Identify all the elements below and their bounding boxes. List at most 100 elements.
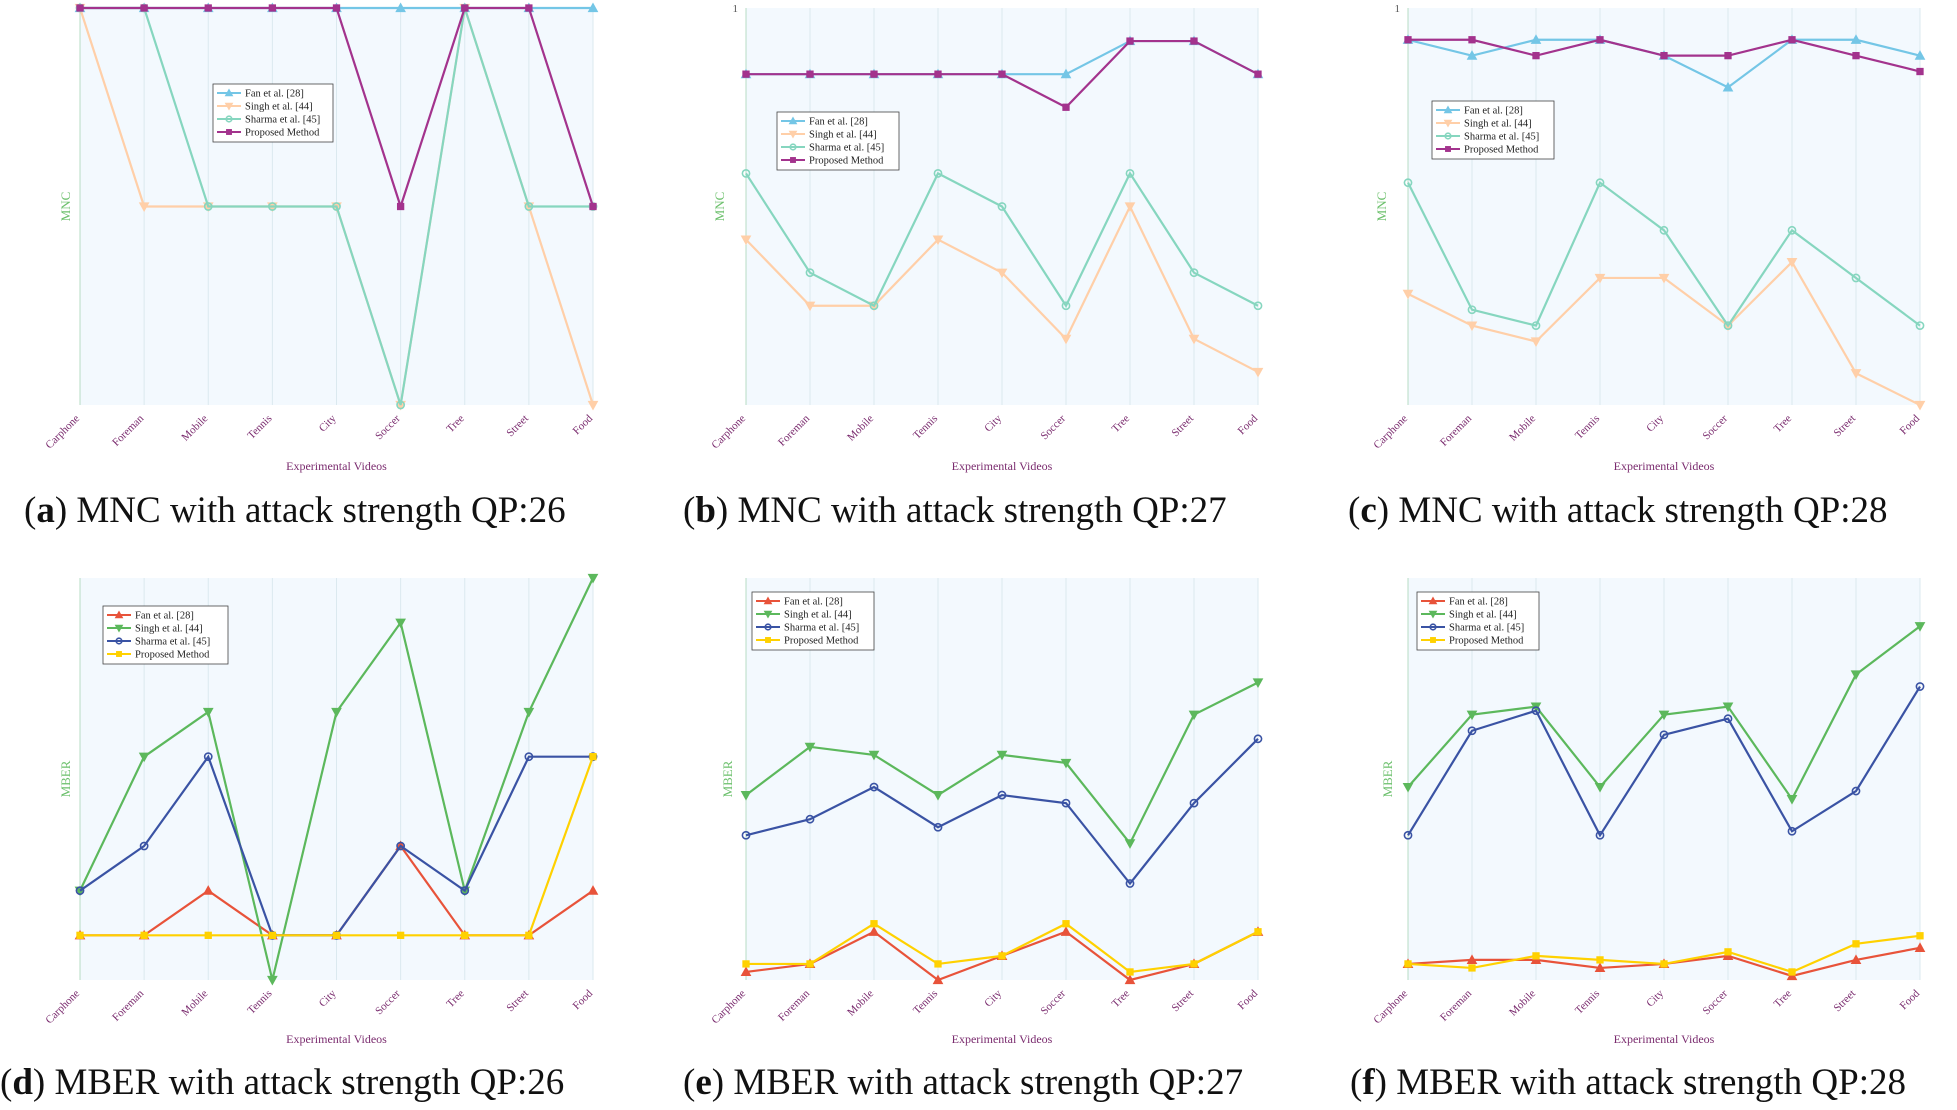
point-marker [932,790,944,801]
point-marker [1658,273,1670,284]
point-marker [1914,400,1926,411]
point-marker [1430,637,1436,643]
point-marker [525,4,533,12]
point-marker [1062,103,1070,111]
point-marker [75,886,85,896]
point-marker [998,952,1006,960]
x-tick-label: Foreman [110,987,146,1023]
x-tick-label: Carphone [43,988,82,1027]
panel-caption: (d) MBER with attack strength QP:26 [0,1062,564,1103]
point-marker [1404,960,1412,968]
point-marker [1254,928,1262,936]
chart-panel-b: 1 MNC Carphone Foreman Mobile Tennis City Socce… [683,3,1264,531]
x-tick-label: City [1644,987,1666,1009]
x-tick-label: Tree [1772,413,1795,436]
point-marker [1190,37,1198,45]
point-marker [395,2,406,13]
y-axis-label: MNC [1374,192,1389,222]
x-tick-label: Tree [1110,413,1133,436]
point-marker [741,169,751,178]
point-marker [1787,826,1797,836]
point-marker [1403,178,1413,188]
x-tick-label: Tennis [911,413,940,442]
point-marker [1594,782,1606,793]
point-marker [587,573,599,584]
point-marker [1658,710,1670,721]
point-marker [997,790,1007,800]
point-marker [76,4,84,12]
series-line [1407,180,1921,328]
legend-entry: Proposed Method [809,156,884,167]
point-marker [224,102,234,111]
legend: Fan et al. [28] Singh et al. [44] Sharma e… [751,591,875,651]
legend-entry: Singh et al. [44] [809,130,877,141]
point-marker [1428,610,1438,619]
point-marker [869,782,879,792]
point-marker [869,301,879,311]
chart-panel-f: MBER Carphone Foreman Mobile Tennis City Socce… [1350,578,1926,1103]
point-marker [1850,34,1862,44]
x-tick-label: Mobile [845,413,876,444]
x-tick-label: Foreman [1438,987,1474,1023]
series-proposed-method [1404,932,1924,976]
point-marker [1252,367,1264,378]
point-marker [1723,321,1733,330]
x-axis-label: Experimental Videos [286,459,387,473]
x-tick-label: Food [1898,412,1923,437]
point-marker [1444,132,1452,140]
point-marker [1788,36,1796,44]
point-marker [933,169,943,178]
x-tick-label: Street [504,988,531,1015]
point-marker [589,753,597,761]
legend-entry: Proposed Method [245,128,320,139]
point-marker [115,637,123,645]
point-marker [139,841,149,851]
x-tick-label: Food [1236,987,1261,1012]
x-tick-label: Mobile [845,988,876,1019]
point-marker [332,931,341,939]
point-marker [523,707,535,718]
point-marker [1190,960,1198,968]
x-tick-label: Carphone [1371,413,1410,452]
point-marker [789,143,797,151]
point-marker [1126,968,1134,976]
point-marker [587,885,599,895]
point-marker [1722,702,1734,713]
series-singh-et-al-44- [74,573,599,986]
legend-entry: Singh et al. [44] [1449,610,1517,621]
legend-entry: Singh et al. [44] [135,624,203,635]
point-marker [1915,682,1925,691]
point-marker [226,129,232,135]
point-marker [140,4,148,12]
legend-entry: Sharma et al. [45] [809,143,884,154]
x-tick-label: City [317,412,339,434]
point-marker [396,400,406,410]
y-axis-label: MNC [712,192,727,222]
x-tick-label: Tennis [245,413,274,442]
point-marker [1915,321,1925,330]
point-marker [589,202,597,211]
point-marker [1852,940,1860,948]
point-marker [1466,710,1478,721]
series-proposed-method [742,37,1262,111]
point-marker [204,4,212,12]
point-marker [76,931,84,939]
point-marker [461,4,469,12]
x-tick-label: Tennis [1573,413,1602,442]
point-marker [804,301,816,312]
chart-panel-c: 1 MNC Carphone Foreman Mobile Tennis City Socce… [1348,3,1926,531]
legend: Fan et al. [28] Singh et al. [44] Sharma e… [102,605,229,665]
point-marker [1443,119,1453,128]
point-marker [267,975,278,986]
point-marker [1914,50,1926,60]
x-tick-label: Tennis [245,988,274,1017]
legend-entry: Sharma et al. [45] [784,623,859,634]
point-marker [1254,70,1262,78]
point-marker [395,618,406,629]
point-marker [934,70,942,78]
x-tick-label: Tennis [911,988,940,1017]
point-marker [1402,782,1414,793]
point-marker [1660,51,1668,60]
legend-entry: Proposed Method [1464,145,1539,156]
point-marker [1189,798,1199,808]
